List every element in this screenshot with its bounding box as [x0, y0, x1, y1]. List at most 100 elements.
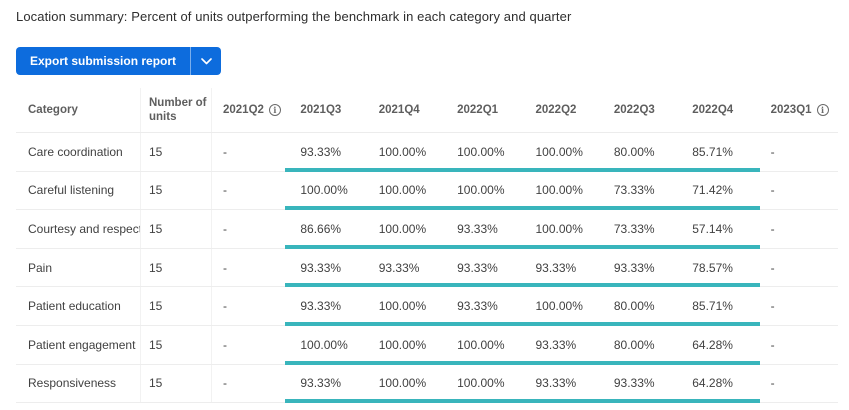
category-cell: Responsiveness [28, 376, 117, 391]
units-cell: 15 [140, 171, 211, 210]
column-header-2022q4: 2022Q4 [692, 103, 734, 116]
benchmark-underline [285, 244, 760, 249]
column-header-2021q3: 2021Q3 [300, 103, 342, 116]
benchmark-underline [285, 360, 760, 365]
value-cell: 85.71% [692, 299, 733, 314]
value-cell: - [211, 210, 289, 248]
category-cell: Patient engagement [28, 337, 136, 352]
value-cell: 78.57% [692, 260, 733, 275]
value-cell: 93.33% [300, 144, 342, 159]
export-options-dropdown-button[interactable] [191, 47, 221, 75]
category-cell: Care coordination [28, 144, 123, 159]
table-row: Patient engagement 15 - 100.00% 100.00% … [16, 325, 838, 365]
value-cell: 100.00% [535, 183, 583, 198]
value-cell: 100.00% [457, 376, 505, 391]
info-icon[interactable]: i [816, 104, 829, 116]
value-cell: 73.33% [613, 221, 655, 236]
value-cell: 73.33% [613, 183, 655, 198]
value-cell: 57.14% [692, 221, 733, 236]
value-cell: - [211, 248, 289, 287]
export-submission-report-split-button: Export submission report [16, 47, 222, 75]
value-cell: 93.33% [300, 299, 342, 314]
benchmark-underline [285, 206, 760, 211]
value-cell: 80.00% [613, 144, 655, 159]
category-cell: Courtesy and respect [28, 221, 140, 236]
benchmark-underline [285, 321, 760, 326]
value-cell: 93.33% [300, 376, 342, 391]
table-row: Care coordination 15 - 93.33% 100.00% 10… [16, 133, 838, 172]
value-cell: 100.00% [535, 299, 583, 314]
units-cell: 15 [140, 248, 211, 287]
value-cell: - [211, 364, 289, 403]
table-row: Courtesy and respect 15 - 86.66% 100.00%… [16, 210, 838, 249]
value-cell: - [770, 183, 775, 198]
value-cell: 71.42% [692, 183, 733, 198]
table-header-row: Category Number of units 2021Q2 i 2021Q3… [16, 88, 838, 133]
value-cell: 100.00% [457, 337, 505, 352]
value-cell: 80.00% [613, 299, 655, 314]
chevron-down-icon [200, 52, 212, 70]
value-cell: 100.00% [378, 144, 427, 159]
value-cell: 100.00% [378, 221, 427, 236]
value-cell: 100.00% [300, 183, 348, 198]
value-cell: 93.33% [535, 260, 577, 275]
value-cell: - [770, 376, 775, 391]
value-cell: - [770, 260, 775, 275]
value-cell: 100.00% [535, 144, 583, 159]
value-cell: 86.66% [300, 221, 342, 236]
column-header-category: Category [28, 103, 78, 116]
value-cell: 100.00% [378, 299, 427, 314]
column-header-2021q2: 2021Q2 i [211, 88, 289, 132]
value-cell: 93.33% [613, 260, 655, 275]
export-submission-report-button[interactable]: Export submission report [30, 54, 177, 68]
value-cell: 100.00% [535, 221, 583, 236]
column-header-number-of-units: Number of units [140, 88, 211, 132]
value-cell: 80.00% [613, 337, 655, 352]
value-cell: 100.00% [378, 376, 427, 391]
units-cell: 15 [140, 210, 211, 248]
value-cell: 100.00% [457, 183, 505, 198]
benchmark-underline [285, 283, 760, 288]
value-cell: - [770, 337, 775, 352]
value-cell: 93.33% [535, 337, 577, 352]
benchmark-underline [285, 167, 760, 172]
value-cell: 93.33% [457, 299, 498, 314]
column-header-2023q1: 2023Q1 i [760, 88, 838, 132]
value-cell: 64.28% [692, 376, 733, 391]
value-cell: 93.33% [613, 376, 655, 391]
table-row: Patient education 15 - 93.33% 100.00% 93… [16, 287, 838, 326]
page-title: Location summary: Percent of units outpe… [16, 9, 572, 24]
units-cell: 15 [140, 325, 211, 364]
value-cell: 93.33% [300, 260, 342, 275]
value-cell: 100.00% [378, 183, 427, 198]
value-cell: - [770, 299, 775, 314]
value-cell: - [211, 325, 289, 364]
value-cell: 93.33% [457, 221, 498, 236]
value-cell: - [770, 144, 775, 159]
category-cell: Pain [28, 260, 53, 275]
info-icon[interactable]: i [268, 104, 281, 116]
units-cell: 15 [140, 287, 211, 325]
value-cell: 93.33% [378, 260, 420, 275]
value-cell: - [770, 221, 775, 236]
column-header-2022q3: 2022Q3 [613, 103, 655, 116]
table-row: Pain 15 - 93.33% 93.33% 93.33% 93.33% 93… [16, 248, 838, 288]
value-cell: 100.00% [378, 337, 427, 352]
value-cell: 93.33% [457, 260, 498, 275]
table-row: Responsiveness 15 - 93.33% 100.00% 100.0… [16, 364, 838, 404]
benchmark-underline [285, 399, 760, 404]
category-cell: Patient education [28, 299, 121, 314]
value-cell: 85.71% [692, 144, 733, 159]
location-summary-table: Category Number of units 2021Q2 i 2021Q3… [16, 88, 838, 404]
value-cell: 93.33% [535, 376, 577, 391]
value-cell: - [211, 171, 289, 210]
value-cell: - [211, 133, 289, 171]
value-cell: - [211, 287, 289, 325]
units-cell: 15 [140, 364, 211, 403]
category-cell: Careful listening [28, 183, 115, 198]
value-cell: 64.28% [692, 337, 733, 352]
units-cell: 15 [140, 133, 211, 171]
value-cell: 100.00% [457, 144, 505, 159]
column-header-2022q2: 2022Q2 [535, 103, 577, 116]
column-header-2021q4: 2021Q4 [378, 103, 420, 116]
